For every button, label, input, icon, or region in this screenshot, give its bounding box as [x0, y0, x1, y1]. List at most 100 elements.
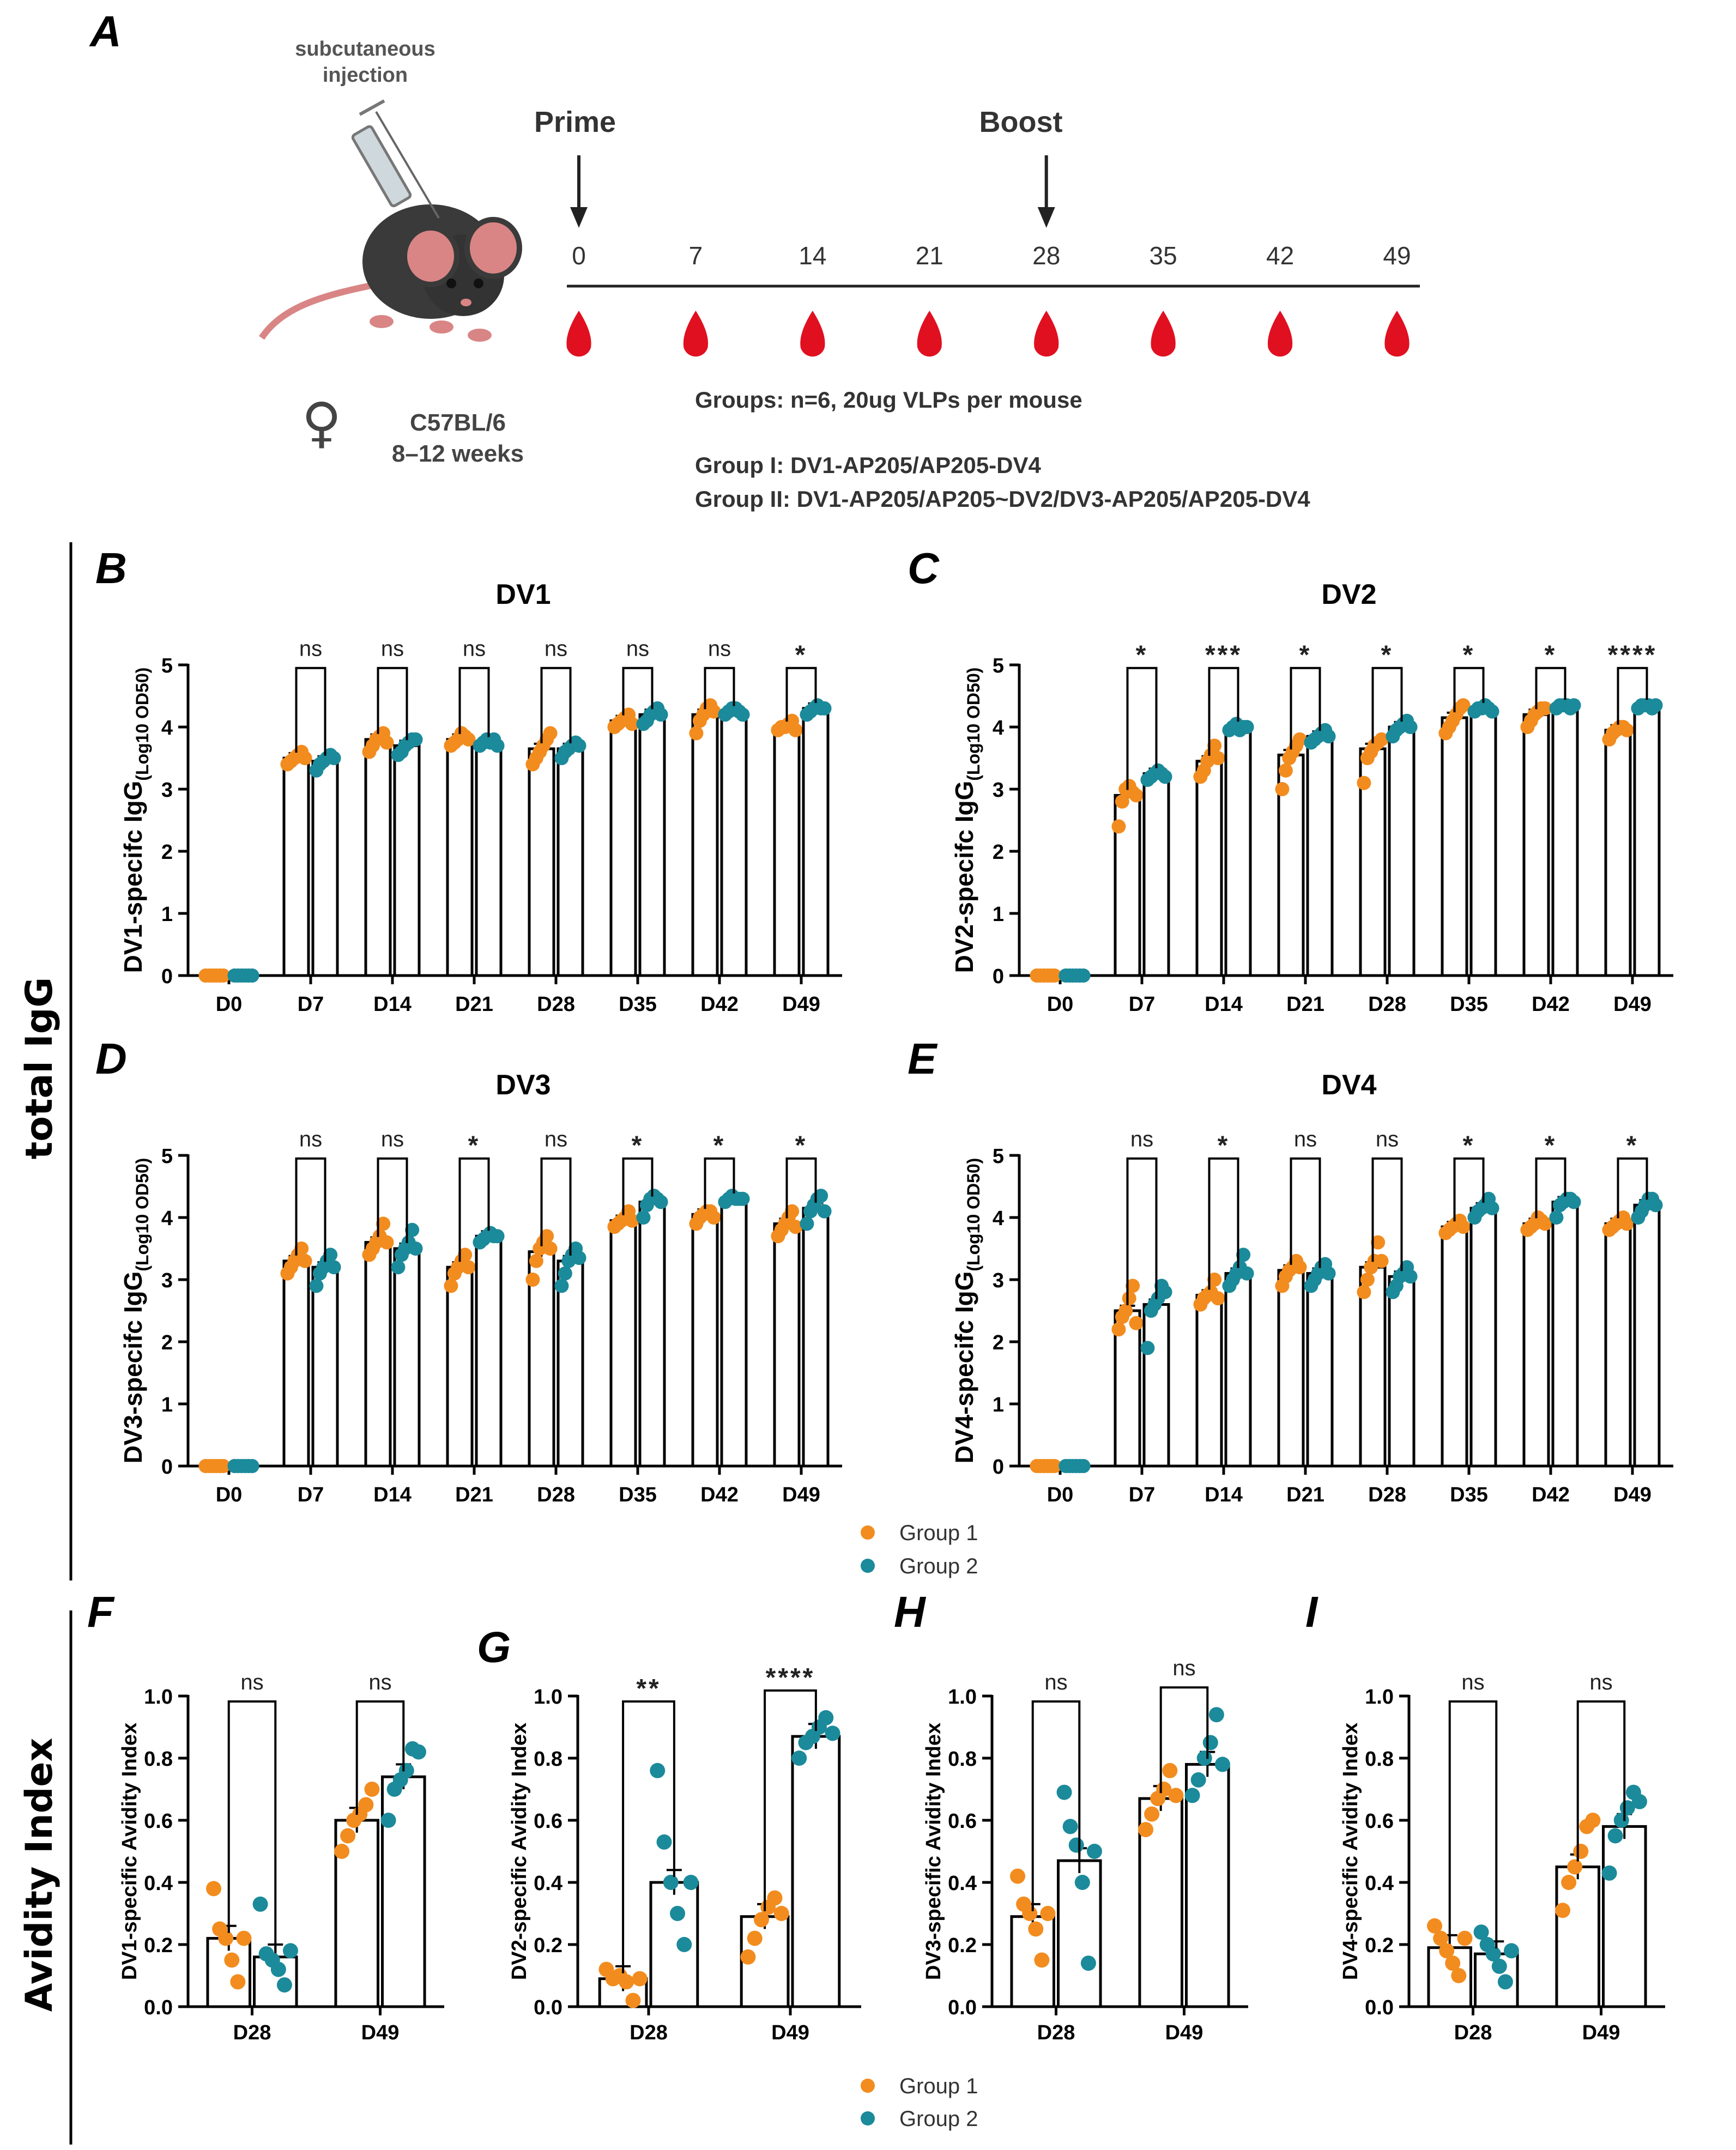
- data-point-group2: [398, 1763, 414, 1778]
- data-point-group2: [1631, 1794, 1647, 1809]
- y-tick-label: 3: [161, 779, 173, 802]
- y-tick-label: 1: [161, 1394, 173, 1416]
- x-tick-label-D7: D7: [1129, 993, 1156, 1016]
- data-point-group1: [1374, 732, 1389, 747]
- data-point-group1: [1022, 1906, 1038, 1921]
- y-tick-label: 0: [993, 965, 1004, 988]
- data-point-group1: [767, 1890, 783, 1906]
- data-point-group2: [825, 1725, 840, 1741]
- y-axis-label-main: DV1-specific Avidity Index: [118, 1723, 141, 1980]
- data-point-group2: [676, 1937, 692, 1952]
- significance-label: ns: [299, 637, 322, 661]
- y-tick-label: 0.2: [534, 1934, 562, 1957]
- data-point-group2: [1158, 770, 1172, 784]
- data-point-group2: [1549, 1210, 1564, 1225]
- data-point-group2: [1086, 1844, 1102, 1859]
- significance-bracket: [1453, 1157, 1485, 1222]
- bar-1-D35: [609, 1219, 637, 1468]
- y-tick-label: 0.0: [948, 1996, 977, 2019]
- data-point-group1: [218, 1930, 234, 1946]
- chart-panel-b: B DV1 0 1 2 3 4 5 DV1-specifc IgG(Log10 OD50) D0 D…: [95, 544, 842, 1016]
- data-point-group1: [376, 1216, 391, 1231]
- y-axis-label-main: DV4-specific Avidity Index: [1339, 1723, 1362, 1980]
- y-tick-label: 0.4: [534, 1872, 562, 1895]
- data-point-group2: [791, 1751, 807, 1766]
- data-point-group2: [309, 1279, 324, 1293]
- significance-label: *: [468, 1131, 481, 1160]
- timeline-day-49: 49: [1383, 241, 1411, 270]
- significance-label: *: [1299, 641, 1312, 670]
- data-point-group1: [1573, 1844, 1589, 1859]
- data-point-group2: [572, 1251, 586, 1265]
- data-point-group2: [1074, 1875, 1090, 1890]
- data-point-group2: [326, 751, 341, 765]
- y-tick-label: 0.6: [1365, 1810, 1394, 1833]
- bar-1-D7: [1114, 1309, 1141, 1468]
- y-tick-label: 3: [161, 1269, 173, 1292]
- significance-label: ns: [368, 1670, 391, 1694]
- age-label: 8–12 weeks: [392, 440, 524, 467]
- bar-1-D49: [773, 1222, 801, 1468]
- significance-bracket: [704, 1157, 735, 1209]
- y-axis-label-sub: (Log10 OD50): [132, 1158, 152, 1271]
- x-tick-label-D49: D49: [1613, 1483, 1652, 1506]
- data-point-group1: [525, 1273, 540, 1287]
- x-tick-label-D21: D21: [1286, 1483, 1324, 1506]
- significance-bracket: [458, 1157, 490, 1262]
- data-point-group1: [625, 717, 639, 731]
- x-tick-label-D28: D28: [1037, 2021, 1075, 2044]
- data-point-group1: [1433, 1930, 1449, 1946]
- avidity-index-label: Avidity Index: [18, 1738, 61, 2012]
- data-point-group1: [1427, 1918, 1443, 1934]
- female-icon: ♀: [301, 391, 341, 455]
- bar-1-D42: [691, 1213, 719, 1468]
- mouse-nose: [461, 299, 471, 306]
- significance-bracket: [1290, 667, 1321, 750]
- data-point-group1: [358, 1797, 374, 1813]
- data-point-group1: [334, 1844, 350, 1859]
- x-tick-label-D0: D0: [216, 993, 243, 1016]
- y-tick-label: 0: [161, 1456, 173, 1479]
- x-tick-label-D28: D28: [1454, 2021, 1492, 2044]
- legend-avidity: Group 1 Group 2: [861, 2074, 978, 2131]
- significance-label: *: [1463, 1131, 1475, 1160]
- data-point-group1: [1034, 1952, 1050, 1968]
- panel-h-letter: H: [894, 1588, 927, 1636]
- x-tick-label-D42: D42: [1532, 1483, 1570, 1506]
- data-point-group1: [1207, 738, 1222, 753]
- x-tick-label-D35: D35: [1450, 993, 1488, 1016]
- data-point-group1: [1357, 1285, 1371, 1299]
- data-point-group2: [1202, 1735, 1218, 1751]
- syringe-plunger: [359, 99, 385, 116]
- y-tick-label: 5: [161, 655, 173, 677]
- data-point-group2: [410, 1744, 426, 1760]
- x-tick-label-D21: D21: [455, 1483, 493, 1506]
- data-point-group2: [326, 1260, 341, 1275]
- arrow-down-icon: [570, 207, 588, 228]
- significance-label: ns: [1172, 1656, 1195, 1680]
- y-tick-label: 0.8: [948, 1748, 977, 1771]
- panel-i-letter: I: [1305, 1588, 1318, 1636]
- bar-1-D21: [446, 738, 474, 977]
- significance-label: *: [795, 1131, 808, 1160]
- bar-2-D49: [381, 1775, 426, 2008]
- legend-avidity-group2-marker: [861, 2111, 875, 2125]
- y-tick-label: 0.2: [1365, 1934, 1394, 1957]
- significance-bracket: [1535, 1157, 1566, 1219]
- syringe-barrel: [351, 125, 412, 208]
- bar-2-D7: [1142, 1303, 1170, 1468]
- data-point-group1: [1451, 1968, 1467, 1983]
- data-point-group1: [230, 1974, 246, 1990]
- bar-1-D14: [1195, 1294, 1223, 1468]
- data-point-group2: [1236, 1247, 1251, 1262]
- significance-bracket: [227, 1700, 277, 1952]
- y-tick-label: 0.8: [144, 1748, 173, 1771]
- blood-drop-icon: [800, 311, 825, 357]
- mouse-ear-left: [402, 225, 459, 287]
- data-point-group1: [1211, 751, 1225, 765]
- timeline-day-42: 42: [1266, 241, 1294, 270]
- significance-bracket: [1208, 667, 1239, 756]
- y-tick-label: 2: [993, 1331, 1004, 1354]
- significance-label: ***: [1205, 641, 1242, 670]
- timeline-day-7: 7: [689, 241, 703, 270]
